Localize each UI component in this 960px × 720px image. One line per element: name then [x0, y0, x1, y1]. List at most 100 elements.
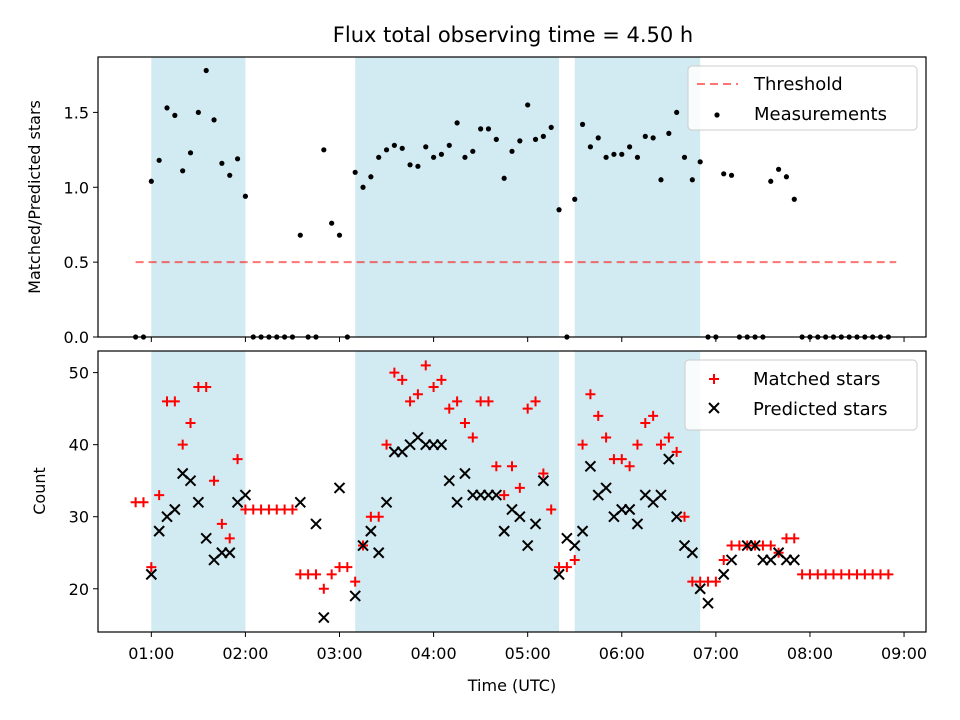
- predicted-star-point: [569, 539, 581, 552]
- shaded-interval: [151, 351, 246, 632]
- measurement-point: [517, 138, 523, 144]
- measurement-point: [603, 154, 609, 160]
- x-tick-label: 03:00: [316, 644, 362, 663]
- measurement-point: [430, 154, 437, 160]
- top-panel: 0.0 0.5 1.0 1.5 Matched/Predicted stars Thres…: [25, 56, 927, 347]
- x-tick-label: 08:00: [787, 644, 833, 663]
- matched-star-point: [561, 562, 572, 573]
- measurement-point: [485, 126, 492, 132]
- figure-title: Flux total observing time = 4.50 h: [333, 23, 693, 47]
- measurement-point: [689, 177, 695, 183]
- matched-star-point: [201, 382, 212, 393]
- legend-matched-swatch: [709, 374, 719, 384]
- measurement-point: [242, 193, 249, 199]
- measurement-point: [203, 67, 209, 74]
- matched-star-point: [679, 511, 690, 522]
- measurement-point: [587, 144, 594, 150]
- predicted-star-point: [224, 547, 236, 559]
- y-tick-label: 1.0: [64, 178, 89, 197]
- measurement-point: [454, 120, 460, 126]
- shaded-interval: [151, 57, 246, 337]
- predicted-star-point: [192, 496, 205, 509]
- matched-star-point: [146, 562, 157, 573]
- predicted-star-point: [169, 503, 181, 516]
- measurement-point: [438, 151, 445, 157]
- measurement-point: [791, 196, 797, 202]
- matched-star-point: [326, 569, 337, 580]
- legend-threshold-label: Threshold: [753, 74, 843, 95]
- matched-star-point: [655, 439, 666, 450]
- measurement-point: [164, 105, 170, 111]
- measurement-point: [775, 166, 782, 172]
- predicted-star-point: [294, 496, 307, 509]
- measurement-point: [532, 136, 539, 142]
- matched-star-point: [350, 576, 361, 587]
- matched-star-point: [381, 439, 392, 450]
- matched-star-point: [232, 454, 243, 465]
- measurement-point: [227, 172, 233, 178]
- matched-star-point: [507, 461, 517, 472]
- matched-star-point: [154, 490, 165, 501]
- predicted-star-point: [537, 474, 550, 487]
- predicted-star-point: [670, 511, 683, 523]
- measurement-point: [423, 144, 429, 150]
- legend: Matched stars Predicted stars: [684, 359, 918, 431]
- matched-star-point: [538, 468, 549, 479]
- matched-star-point: [169, 396, 180, 407]
- shaded-interval: [355, 351, 560, 632]
- matched-star-point: [883, 569, 894, 580]
- predicted-star-point: [663, 453, 675, 465]
- y-tick-label: 50: [69, 364, 89, 383]
- matched-star-point: [405, 396, 416, 407]
- y-tick-label: 0.0: [64, 328, 89, 347]
- predicted-star-point: [521, 539, 534, 552]
- matched-star-point: [216, 518, 227, 529]
- measurement-point: [219, 160, 225, 166]
- predicted-star-point: [631, 518, 644, 530]
- matched-star-point: [546, 504, 557, 515]
- measurement-point: [572, 196, 578, 202]
- matched-star-point: [491, 461, 502, 472]
- matched-star-point: [310, 569, 321, 580]
- predicted-star-point: [498, 525, 510, 537]
- measurement-point: [329, 220, 335, 226]
- matched-star-point: [412, 389, 423, 400]
- matched-star-point: [428, 382, 439, 393]
- matched-star-point: [648, 410, 659, 421]
- matched-star-point: [601, 432, 612, 443]
- predicted-star-point: [435, 438, 448, 451]
- measurement-point: [556, 207, 562, 213]
- predicted-star-point: [553, 568, 565, 581]
- predicted-star-point: [725, 554, 738, 566]
- measurement-point: [180, 168, 186, 174]
- measurement-point: [148, 178, 154, 184]
- legend-box: [687, 65, 918, 131]
- predicted-star-point: [145, 568, 158, 581]
- predicted-star-point: [333, 482, 346, 494]
- matched-star-point: [373, 511, 384, 522]
- predicted-star-point: [490, 489, 503, 501]
- matched-star-point: [397, 374, 408, 385]
- predicted-star-point: [451, 496, 463, 509]
- legend-box: [684, 359, 918, 431]
- measurement-point: [478, 126, 484, 132]
- matched-star-point: [138, 497, 149, 508]
- y-axis-label: Count: [30, 467, 49, 515]
- y-tick-label: 0.5: [64, 253, 89, 272]
- predicted-star-point: [380, 496, 393, 509]
- predicted-star-point: [200, 532, 212, 545]
- matched-star-point: [209, 475, 220, 486]
- matched-star-point: [287, 504, 298, 515]
- measurement-point: [501, 175, 507, 181]
- matched-star-point: [522, 403, 533, 414]
- matched-star-point: [569, 554, 580, 565]
- matched-star-point: [789, 533, 800, 544]
- x-tick-label: 02:00: [222, 644, 268, 663]
- predicted-star-point: [686, 547, 699, 559]
- y-tick-label: 20: [69, 580, 89, 599]
- predicted-star-point: [576, 525, 589, 537]
- matched-star-point: [616, 454, 627, 465]
- measurement-point: [187, 150, 194, 156]
- measurement-point: [579, 121, 586, 127]
- x-tick-label: 05:00: [505, 644, 551, 663]
